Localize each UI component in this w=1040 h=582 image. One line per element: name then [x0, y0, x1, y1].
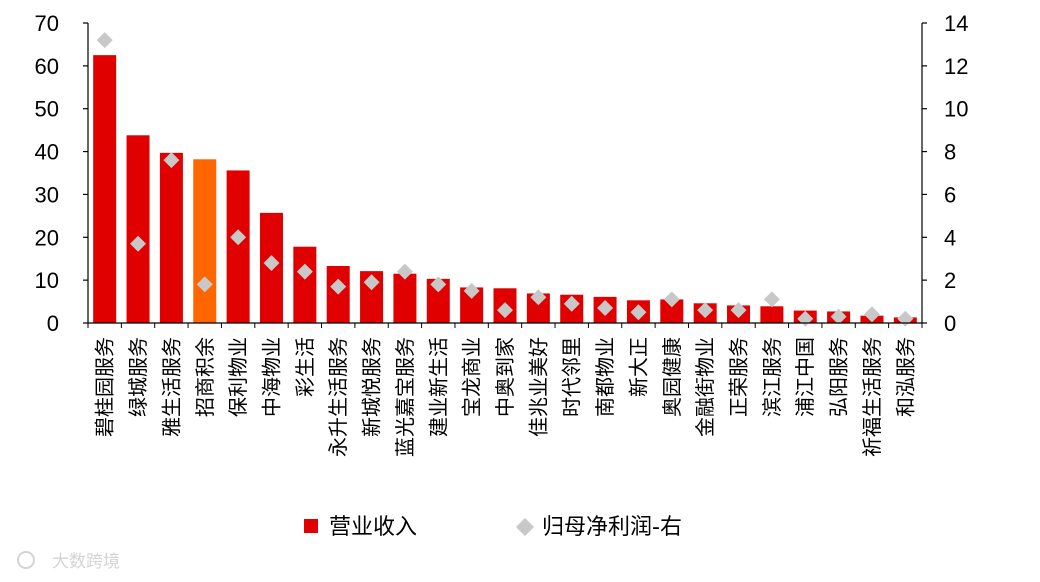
- left-tick-label: 60: [35, 54, 59, 79]
- profit-marker-2: [130, 235, 147, 252]
- bar-4: [193, 159, 217, 323]
- category-label-12: 宝龙商业: [460, 337, 484, 417]
- profit-marker-16: [597, 300, 614, 316]
- bar-12: [460, 287, 484, 323]
- category-label-22: 浦江中国: [793, 337, 817, 417]
- right-tick-label: 8: [944, 140, 956, 165]
- profit-marker-10: [396, 263, 413, 280]
- profit-marker-7: [296, 263, 313, 280]
- category-label-2: 绿城服务: [126, 337, 150, 417]
- category-label-5: 保利物业: [226, 337, 250, 417]
- profit-marker-5: [230, 229, 247, 246]
- bar-2: [126, 135, 150, 323]
- category-labels: 碧桂园服务 绿城服务 雅生活服务 招商积余 保利物业 中海物业 彩生活 永升生活服务 新城悦服务…: [93, 337, 918, 457]
- right-tick-label: 12: [944, 54, 968, 79]
- watermark: 大数跨境: [17, 551, 120, 572]
- category-label-4: 招商积余: [193, 337, 217, 417]
- profit-marker-13: [497, 302, 513, 319]
- profit-marker-23: [830, 308, 847, 325]
- profit-marker-12: [463, 282, 480, 299]
- watermark-text: 大数跨境: [52, 552, 120, 572]
- profit-marker-24: [863, 306, 880, 323]
- category-label-9: 新城悦服务: [360, 337, 384, 437]
- left-tick-label: 70: [35, 11, 59, 36]
- category-label-19: 金融街物业: [693, 337, 717, 437]
- profit-marker-1: [96, 32, 113, 49]
- profit-marker-3: [163, 152, 180, 169]
- profit-marker-11: [430, 276, 447, 293]
- category-label-17: 新大正: [626, 337, 650, 397]
- bar-11: [426, 278, 450, 323]
- category-label-15: 时代邻里: [560, 337, 584, 417]
- category-label-13: 中奥到家: [493, 337, 517, 417]
- right-tick-label: 6: [944, 182, 956, 207]
- category-label-8: 永升生活服务: [326, 337, 350, 457]
- legend-bar-label: 营业收入: [329, 515, 417, 540]
- profit-marker-14: [530, 289, 547, 306]
- profit-marker-4: [196, 276, 213, 293]
- legend: 营业收入 归母净利润-右: [304, 515, 682, 540]
- profit-marker-17: [630, 304, 647, 321]
- bar-18: [660, 299, 684, 323]
- category-label-14: 佳兆业美好: [526, 337, 550, 437]
- bar-5: [226, 170, 250, 323]
- profit-marker-15: [563, 295, 580, 312]
- category-label-25: 和泓服务: [893, 337, 917, 417]
- category-label-16: 南都物业: [593, 337, 617, 417]
- bar-3: [159, 152, 183, 323]
- category-label-20: 正荣服务: [727, 337, 751, 417]
- bar-1: [93, 55, 117, 323]
- left-tick-label: 0: [47, 311, 59, 336]
- bar-7: [293, 246, 317, 323]
- category-label-18: 奥园健康: [660, 337, 684, 417]
- profit-marker-8: [330, 278, 347, 295]
- left-tick-label: 10: [35, 268, 59, 293]
- bar-series: [93, 55, 917, 323]
- category-label-23: 弘阳服务: [827, 337, 851, 417]
- bar-14: [526, 293, 550, 323]
- profit-marker-6: [263, 255, 280, 271]
- category-label-1: 碧桂园服务: [93, 337, 117, 437]
- right-tick-label: 0: [944, 311, 956, 336]
- left-tick-label: 40: [35, 140, 59, 165]
- category-label-24: 祈福生活服务: [860, 337, 884, 457]
- left-tick-label: 20: [35, 225, 59, 250]
- category-label-3: 雅生活服务: [159, 337, 183, 437]
- right-tick-label: 2: [944, 268, 956, 293]
- marker-series: [96, 32, 914, 327]
- profit-marker-21: [763, 291, 780, 308]
- axes: 0 10 20 30 40 50 60 70 0 2 4 6 8 10 12 14: [35, 11, 969, 336]
- profit-marker-20: [730, 302, 747, 319]
- bar-21: [760, 306, 784, 323]
- category-label-21: 滨江服务: [760, 337, 784, 417]
- right-tick-label: 14: [944, 11, 968, 36]
- legend-bar-swatch: [304, 519, 318, 533]
- watermark-logo-icon: [17, 551, 35, 569]
- category-label-11: 建业新生活: [426, 337, 450, 437]
- profit-marker-19: [697, 302, 714, 319]
- right-tick-label: 4: [944, 225, 956, 250]
- legend-marker-swatch: [516, 518, 534, 536]
- left-tick-label: 50: [35, 97, 59, 122]
- category-label-7: 彩生活: [293, 337, 317, 397]
- category-label-6: 中海物业: [259, 337, 283, 417]
- left-tick-label: 30: [35, 182, 59, 207]
- bar-10: [393, 273, 417, 323]
- category-label-10: 蓝光嘉宝服务: [393, 337, 417, 457]
- profit-marker-9: [363, 274, 380, 291]
- legend-marker-label: 归母净利润-右: [542, 515, 682, 540]
- profit-marker-18: [663, 291, 680, 308]
- profit-marker-25: [897, 310, 914, 327]
- right-tick-label: 10: [944, 97, 968, 122]
